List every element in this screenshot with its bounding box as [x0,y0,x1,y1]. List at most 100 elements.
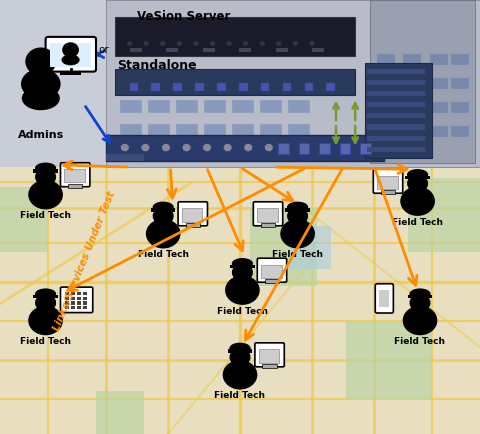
Bar [408,178,480,252]
Bar [367,69,425,74]
Text: Field Tech: Field Tech [215,391,265,400]
FancyBboxPatch shape [178,202,207,226]
Bar [148,76,169,89]
Bar [120,124,142,137]
Bar [173,83,182,91]
FancyBboxPatch shape [257,258,287,282]
Bar [71,292,75,295]
FancyBboxPatch shape [60,287,93,312]
Bar [403,102,421,113]
Bar [377,126,395,137]
FancyBboxPatch shape [46,37,96,72]
Bar [182,208,203,221]
Bar [278,143,289,154]
Bar [365,63,432,158]
Bar [71,306,75,309]
Bar [430,126,448,137]
Ellipse shape [280,219,315,248]
Bar [283,83,291,91]
Bar [65,296,69,300]
Bar [186,223,200,227]
Bar [77,292,81,295]
Bar [239,83,248,91]
Bar [0,187,48,252]
Circle shape [227,42,231,45]
Bar [239,48,251,52]
Circle shape [230,348,250,366]
Bar [204,100,226,113]
Bar [263,364,277,368]
Circle shape [310,42,314,45]
Bar [260,100,282,113]
Bar [77,306,81,309]
Circle shape [224,145,231,151]
Circle shape [121,145,128,151]
Ellipse shape [28,180,63,209]
Bar [340,143,350,154]
FancyBboxPatch shape [253,202,283,226]
Circle shape [154,207,173,225]
Text: Field Tech: Field Tech [138,250,189,259]
Bar [430,54,448,65]
Bar [381,191,395,194]
Bar [176,76,198,89]
Circle shape [211,42,215,45]
Bar [0,0,480,167]
Bar [367,147,425,152]
Bar [430,78,448,89]
Bar [64,169,85,182]
Bar [403,78,421,89]
Text: Field Tech: Field Tech [395,337,445,346]
Bar [148,100,169,113]
FancyBboxPatch shape [373,169,403,193]
Bar [261,223,275,227]
Ellipse shape [287,202,308,213]
Bar [60,71,81,75]
Bar [288,76,310,89]
Circle shape [194,42,198,45]
Text: Field Tech: Field Tech [217,307,268,316]
Circle shape [183,145,190,151]
Ellipse shape [35,163,56,174]
Circle shape [233,263,252,281]
Bar [83,296,87,300]
Ellipse shape [22,86,60,110]
Bar [83,301,87,305]
Bar [77,296,81,300]
Bar [430,102,448,113]
Bar [83,292,87,295]
Bar [367,80,425,85]
Bar [451,78,469,89]
Text: or: or [98,45,109,55]
Ellipse shape [232,258,253,269]
Bar [367,91,425,96]
Bar [204,124,226,137]
Bar [106,154,144,161]
Bar [451,54,469,65]
Ellipse shape [35,289,56,299]
Circle shape [128,42,132,45]
Bar [65,301,69,305]
Bar [115,69,355,95]
Bar [367,102,425,107]
Bar [195,83,204,91]
Bar [403,126,421,137]
Circle shape [144,42,148,45]
Bar [65,306,69,309]
FancyBboxPatch shape [375,284,393,313]
Bar [50,43,91,67]
Bar [377,176,397,189]
Bar [130,48,142,52]
Bar [304,83,313,91]
Bar [232,124,253,137]
Circle shape [410,294,430,312]
Bar [276,48,288,52]
Bar [106,135,384,161]
Circle shape [63,43,78,57]
Bar [259,349,279,362]
Bar [257,208,277,221]
Bar [176,100,198,113]
Bar [176,124,198,137]
Bar [451,126,469,137]
Bar [0,167,480,434]
